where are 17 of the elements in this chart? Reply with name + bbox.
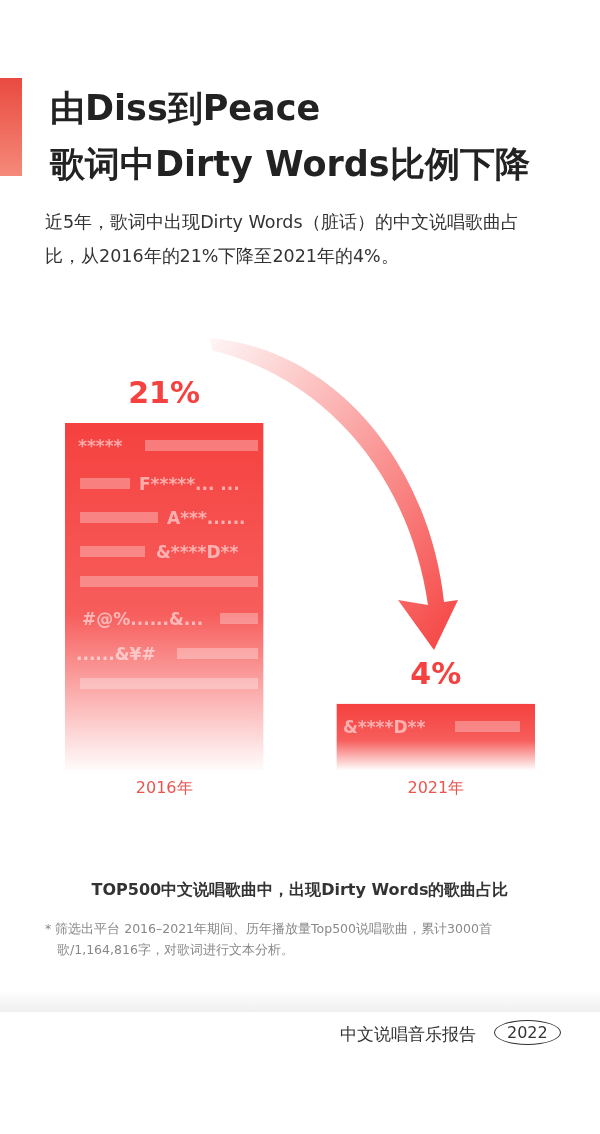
annotation: ......&¥# bbox=[76, 644, 156, 664]
annotation: A***...... bbox=[167, 508, 246, 528]
annotation: &****D** bbox=[343, 717, 426, 737]
data-label: 21% bbox=[128, 375, 201, 410]
x-tick-label: 2021年 bbox=[407, 778, 465, 797]
chart-subtitle: 近5年，歌词中出现Dirty Words（脏话）的中文说唱歌曲占比，从2016年的21%下降至2021年的4%。 bbox=[45, 211, 520, 268]
x-tick-label: 2016年 bbox=[135, 778, 193, 797]
annotation: #@%......&... bbox=[82, 609, 204, 629]
data-label: 4% bbox=[410, 655, 462, 691]
text: TOP500中文说唱歌曲中，出现Dirty Words的歌曲占比 bbox=[90, 880, 510, 901]
text: * 筛选出平台 2016–2021年期间、历年播放量Top500说唱歌曲，累计3000首歌/1,164,816字，对歌词进行文本分析。 bbox=[45, 920, 493, 959]
text: 中文说唱音乐报告 bbox=[340, 1023, 476, 1046]
annotation: &****D** bbox=[156, 542, 239, 562]
annotation: F*****... ... bbox=[139, 474, 240, 494]
chart-title: 由Diss到Peace 歌词中Dirty Words比例下降 bbox=[50, 87, 530, 186]
annotation: ***** bbox=[78, 436, 123, 456]
text: 2022 bbox=[494, 1020, 561, 1045]
